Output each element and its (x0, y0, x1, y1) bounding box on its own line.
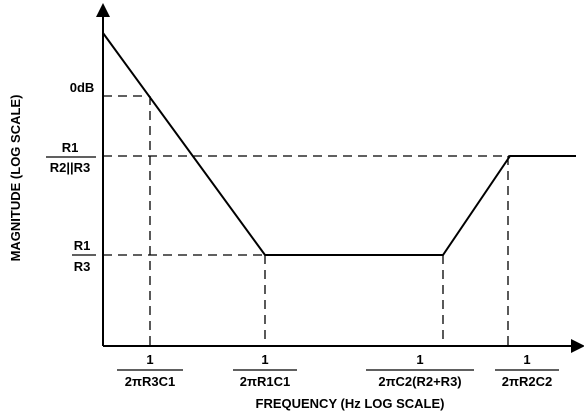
y-tick-r1-r3-num: R1 (74, 238, 91, 253)
x-tick-r2c2-num: 1 (523, 352, 530, 367)
y-axis-title: MAGNITUDE (LOG SCALE) (8, 95, 23, 262)
x-tick-r1c1-den: 2πR1C1 (240, 374, 290, 389)
x-tick-r2c2-den: 2πR2C2 (502, 374, 552, 389)
y-tick-r1-r2r3-den: R2||R3 (50, 160, 91, 175)
y-tick-r1-r3-den: R3 (74, 259, 91, 274)
x-tick-r1c1-num: 1 (261, 352, 268, 367)
x-tick-c2r2r3-num: 1 (416, 352, 423, 367)
magnitude-response-line (102, 32, 576, 256)
x-tick-c2r2r3-den: 2πC2(R2+R3) (378, 374, 461, 389)
y-tick-0db: 0dB (70, 80, 95, 95)
x-tick-r3c1-num: 1 (146, 352, 153, 367)
x-axis-title: FREQUENCY (Hz LOG SCALE) (256, 396, 445, 411)
y-tick-r1-r2r3-num: R1 (62, 140, 79, 155)
x-tick-r3c1-den: 2πR3C1 (125, 374, 175, 389)
